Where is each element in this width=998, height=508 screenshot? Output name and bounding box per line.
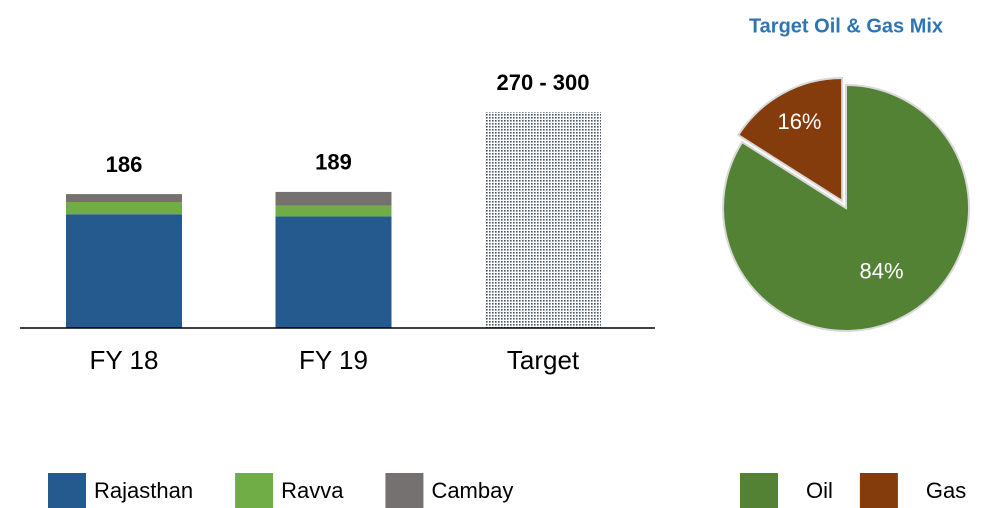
legend-label: Gas bbox=[926, 478, 966, 503]
x-tick-label: FY 18 bbox=[90, 345, 159, 375]
legend-swatch bbox=[235, 473, 274, 508]
legend-label: Rajasthan bbox=[94, 478, 193, 503]
pie-label: 16% bbox=[777, 109, 821, 134]
x-tick-label: Target bbox=[507, 345, 580, 375]
pie-title: Target Oil & Gas Mix bbox=[749, 15, 943, 37]
pie-label: 84% bbox=[860, 258, 904, 283]
total-label: 186 bbox=[106, 152, 143, 177]
legend-swatch bbox=[385, 473, 424, 508]
x-tick-label: FY 19 bbox=[299, 345, 368, 375]
bar-segment bbox=[275, 205, 392, 217]
target-bar bbox=[485, 112, 601, 328]
legend-label: Ravva bbox=[281, 478, 344, 503]
bar-segment bbox=[66, 214, 182, 328]
bar-segment bbox=[275, 191, 392, 206]
target-label: 270 - 300 bbox=[497, 70, 590, 95]
legend-swatch bbox=[859, 473, 898, 508]
legend-label: Oil bbox=[806, 478, 833, 503]
bar-segment bbox=[66, 202, 182, 215]
bar-segment bbox=[66, 194, 182, 202]
bar-segment bbox=[275, 216, 392, 328]
legend-swatch bbox=[48, 473, 86, 508]
total-label: 189 bbox=[315, 150, 352, 175]
pie-slice bbox=[722, 83, 970, 332]
pie-slice bbox=[736, 76, 844, 203]
legend-swatch bbox=[740, 473, 778, 508]
legend-label: Cambay bbox=[431, 478, 513, 503]
